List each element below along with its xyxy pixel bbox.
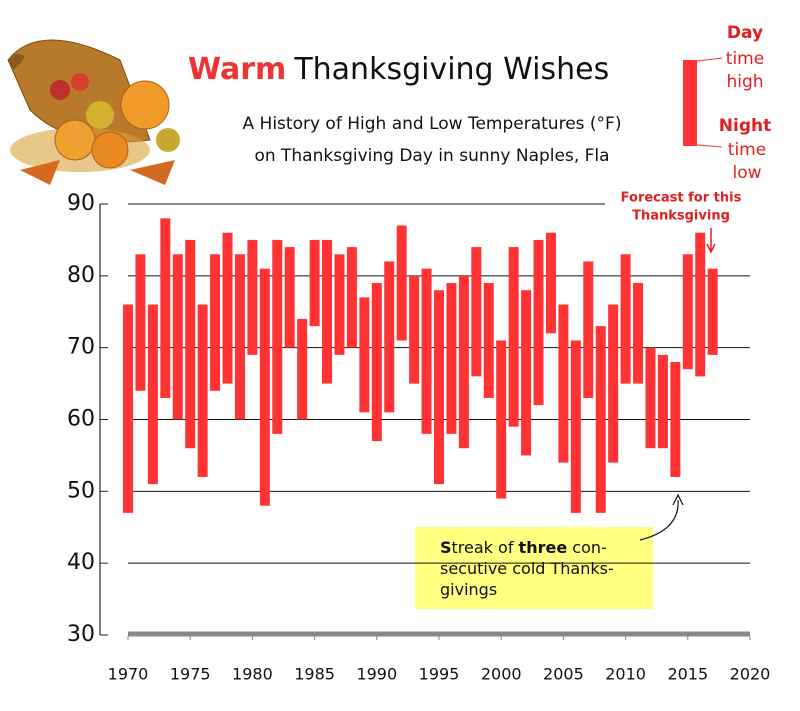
annotation-text: S xyxy=(440,538,452,557)
annotation-text: three xyxy=(519,538,568,557)
bar xyxy=(172,254,183,420)
bar xyxy=(297,318,308,420)
bar xyxy=(185,239,196,449)
bar xyxy=(210,254,221,391)
y-tick-label: 30 xyxy=(67,622,95,647)
bar xyxy=(247,239,258,355)
bar xyxy=(259,268,270,506)
legend-label: time xyxy=(726,49,764,69)
bar xyxy=(682,254,693,370)
annotation-text: secutive cold Thanks- xyxy=(440,559,614,578)
bar xyxy=(483,283,494,398)
legend-swatch xyxy=(683,60,697,146)
title: Warm Thanksgiving Wishes xyxy=(188,52,609,87)
bar xyxy=(458,275,469,449)
bar xyxy=(570,340,581,513)
bar xyxy=(197,304,208,477)
y-tick-label: 90 xyxy=(67,191,95,216)
bar xyxy=(123,304,133,513)
annotation: Forecast for this xyxy=(621,191,742,206)
legend-leader xyxy=(696,57,723,62)
title-emphasis: Warm xyxy=(188,52,286,87)
bar xyxy=(558,304,569,463)
x-tick-label: 2010 xyxy=(605,665,646,684)
bar xyxy=(359,297,370,413)
bar xyxy=(384,261,395,413)
bar xyxy=(533,239,544,406)
bar xyxy=(322,239,333,384)
bar xyxy=(160,218,171,398)
bar xyxy=(645,347,656,449)
bar xyxy=(608,304,619,463)
x-tick-label: 1995 xyxy=(419,665,460,684)
bar xyxy=(471,247,482,377)
annotation-arrow xyxy=(706,228,716,254)
bar xyxy=(346,247,357,348)
bar xyxy=(234,254,245,420)
bar xyxy=(545,232,556,334)
annotation-text: treak of xyxy=(452,538,519,557)
bar xyxy=(147,304,158,485)
x-tick-label: 2015 xyxy=(667,665,708,684)
bar xyxy=(222,232,233,384)
legend-leader xyxy=(696,144,723,148)
bar xyxy=(595,326,606,513)
x-tick-label: 1975 xyxy=(170,665,211,684)
title-rest: Thanksgiving Wishes xyxy=(293,52,609,87)
bar xyxy=(334,254,345,355)
y-tick-label: 80 xyxy=(67,263,95,288)
cornucopia xyxy=(7,39,180,185)
bar xyxy=(409,275,420,384)
annotation-box xyxy=(415,527,653,609)
x-tick-label: 1985 xyxy=(294,665,335,684)
legend-label: Day xyxy=(727,23,763,43)
bar xyxy=(695,232,706,377)
legend-label: time xyxy=(728,140,766,160)
bar xyxy=(434,290,444,485)
annotation-arrow xyxy=(639,493,684,541)
annotation-line: secutive cold Thanks- xyxy=(440,559,614,578)
x-tick-label: 1990 xyxy=(356,665,397,684)
annotation-line: Streak of three con- xyxy=(440,538,607,557)
y-tick-label: 60 xyxy=(67,407,95,432)
bar xyxy=(620,254,631,384)
legend-label: Night xyxy=(719,116,771,136)
bar xyxy=(135,254,146,391)
x-tick-label: 1970 xyxy=(108,665,149,684)
y-tick-label: 70 xyxy=(67,335,95,360)
bar xyxy=(670,362,681,477)
bar xyxy=(272,239,283,434)
x-tick-label: 1980 xyxy=(232,665,273,684)
bar xyxy=(707,268,718,355)
bar xyxy=(371,283,382,442)
legend: Day time high Night time low xyxy=(683,23,771,183)
annotation-text: givings xyxy=(440,580,497,599)
bar xyxy=(421,268,432,434)
bar xyxy=(521,290,532,456)
annotation-text: con- xyxy=(567,538,607,557)
x-tick-label: 2020 xyxy=(730,665,771,684)
annotation-line: givings xyxy=(440,580,497,599)
legend-label: low xyxy=(732,163,761,183)
bar xyxy=(446,283,457,434)
bar xyxy=(657,354,668,449)
x-tick-label: 2005 xyxy=(543,665,584,684)
bar xyxy=(309,239,320,327)
y-tick-label: 40 xyxy=(67,550,95,575)
annotation: Thanksgiving xyxy=(632,209,730,224)
bar xyxy=(508,247,519,427)
bar xyxy=(396,225,407,341)
bar xyxy=(496,340,507,499)
subtitle: on Thanksgiving Day in sunny Naples, Fla xyxy=(254,146,609,166)
bar xyxy=(633,283,644,384)
x-tick-label: 2000 xyxy=(481,665,522,684)
y-tick-label: 50 xyxy=(67,478,95,503)
legend-label: high xyxy=(726,72,763,92)
subtitle: A History of High and Low Temperatures (… xyxy=(243,114,622,134)
bar xyxy=(583,261,594,398)
bar xyxy=(284,247,295,348)
